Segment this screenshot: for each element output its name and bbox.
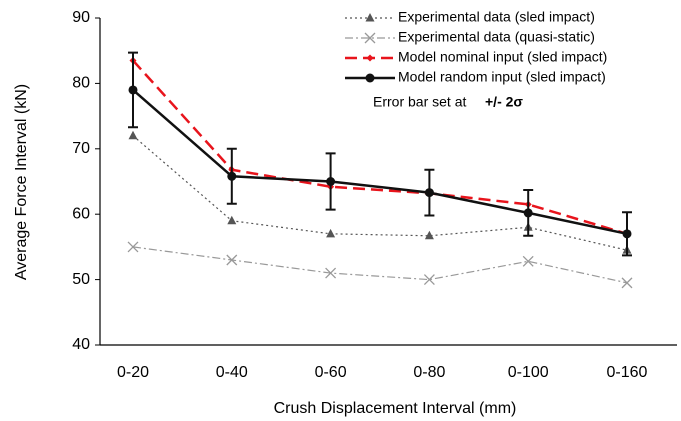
x-tick-label: 0-80: [413, 364, 445, 381]
marker: [227, 215, 237, 225]
marker: [622, 229, 632, 239]
marker: [424, 230, 434, 240]
marker: [522, 255, 534, 267]
series-line: [132, 135, 628, 251]
marker: [128, 85, 138, 95]
marker: [326, 177, 336, 186]
marker: [366, 54, 374, 62]
y-axis-label: Average Force Interval (kN): [13, 84, 30, 280]
marker: [127, 241, 139, 253]
marker: [523, 208, 533, 218]
marker: [227, 171, 237, 181]
y-tick-label: 50: [72, 271, 90, 288]
marker: [226, 254, 238, 266]
series-line: [132, 88, 628, 236]
marker: [326, 228, 336, 238]
marker: [423, 274, 435, 286]
y-tick-label: 40: [72, 336, 90, 353]
marker: [365, 13, 375, 22]
legend-label: Experimental data (sled impact): [398, 9, 595, 25]
legend-label: Experimental data (quasi-static): [398, 29, 595, 45]
legend-label: Model nominal input (sled impact): [398, 49, 607, 65]
y-tick-label: 90: [72, 9, 90, 26]
marker: [365, 73, 375, 83]
y-tick-label: 70: [72, 140, 90, 157]
x-tick-label: 0-160: [607, 364, 648, 381]
marker: [364, 32, 376, 44]
x-tick-label: 0-60: [315, 364, 347, 381]
x-tick-label: 0-20: [117, 364, 149, 381]
y-tick-label: 60: [72, 205, 90, 222]
x-axis-label: Crush Displacement Interval (mm): [274, 400, 517, 417]
marker: [325, 267, 337, 279]
legend-label: Model random input (sled impact): [398, 69, 606, 85]
y-tick-label: 80: [72, 75, 90, 92]
x-tick-label: 0-40: [216, 364, 248, 381]
marker: [128, 130, 138, 140]
x-tick-label: 0-100: [508, 364, 549, 381]
series-line: [132, 59, 628, 236]
series-line: [132, 246, 628, 284]
marker: [621, 277, 633, 289]
annotation: Error bar set at: [373, 94, 466, 110]
marker: [424, 188, 434, 198]
annotation-sigma: +/- 2σ: [485, 94, 523, 110]
